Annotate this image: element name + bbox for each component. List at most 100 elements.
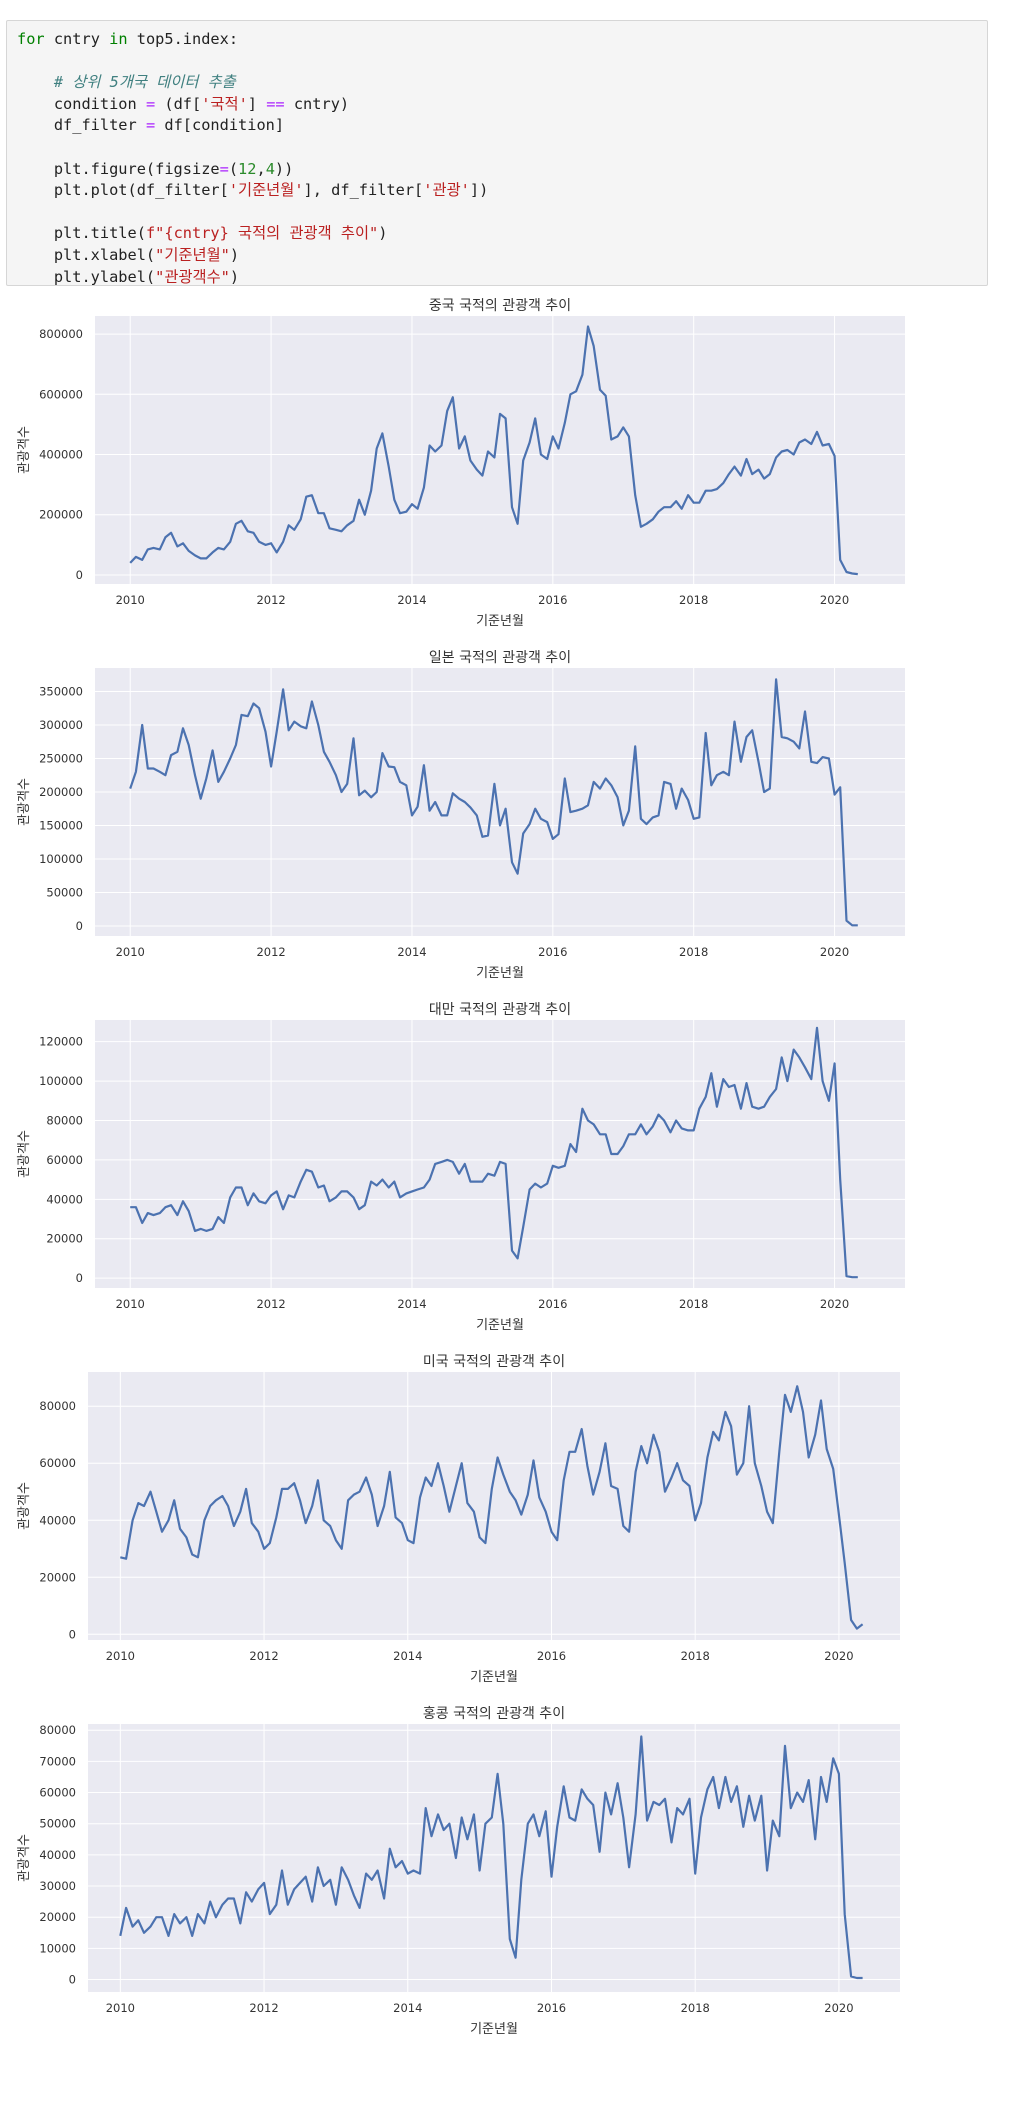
code-token: (df[: [155, 94, 202, 113]
plot-hongkong: 2010 2012 2014 2016 2018 2020 0 10000 20000 30000…: [0, 1704, 1019, 2064]
code-token: f"{cntry} 국적의 관광객 추이": [145, 224, 379, 243]
y-tick-label: 70000: [39, 1754, 76, 1768]
plot-area: [88, 1724, 900, 1992]
x-tick-label: 2010: [116, 945, 145, 959]
code-token: (: [228, 159, 239, 178]
code-token: plt.title(: [17, 224, 146, 243]
code-token: plt.xlabel(: [17, 245, 156, 264]
code-token: condition: [17, 94, 146, 113]
x-tick-label: 2014: [393, 1649, 422, 1663]
code-cell[interactable]: for cntry in top5.index: # 상위 5개국 데이터 추출…: [6, 20, 988, 286]
y-tick-label: 20000: [39, 1570, 76, 1584]
code-block[interactable]: for cntry in top5.index: # 상위 5개국 데이터 추출…: [7, 21, 987, 296]
code-token: ,: [256, 159, 266, 178]
plot-china: 2010 2012 2014 2016 2018 2020 0 200000 400000 600…: [0, 296, 1019, 656]
y-tick-label: 80000: [46, 1114, 83, 1128]
y-tick-label: 100000: [39, 852, 83, 866]
x-axis-label: 기준년월: [476, 1318, 524, 1333]
x-axis-label: 기준년월: [470, 2022, 518, 2037]
code-token: ): [378, 224, 388, 243]
chart-title: 일본 국적의 관광객 추이: [429, 650, 571, 666]
y-tick-label: 20000: [39, 1910, 76, 1924]
x-tick-label: 2020: [824, 1649, 853, 1663]
x-tick-label: 2010: [106, 1649, 135, 1663]
x-tick-label: 2018: [679, 945, 708, 959]
y-tick-label: 100000: [39, 1074, 83, 1088]
x-tick-label: 2020: [824, 2001, 853, 2015]
x-tick-label: 2016: [538, 945, 567, 959]
x-axis-label: 기준년월: [476, 966, 524, 981]
x-tick-label: 2014: [397, 1297, 426, 1311]
code-line: for cntry in top5.index:: [17, 30, 238, 48]
x-tick-label: 2020: [820, 945, 849, 959]
y-tick-label: 60000: [46, 1153, 83, 1167]
code-line: plt.xlabel("기준년월"): [17, 246, 239, 264]
code-token: df[condition]: [155, 116, 285, 135]
plot-area: [95, 668, 905, 936]
code-token: '기준년월': [228, 181, 304, 200]
code-token: cntry: [44, 30, 110, 48]
plot-usa: 2010 2012 2014 2016 2018 2020 0 20000 40000 60000…: [0, 1352, 1019, 1712]
y-tick-label: 600000: [39, 387, 83, 401]
code-token: cntry): [284, 94, 350, 113]
code-token: ], df_filter[: [303, 181, 424, 200]
y-tick-label: 800000: [39, 327, 83, 341]
code-token: ==: [266, 94, 285, 113]
code-line: condition = (df['국적'] == cntry): [17, 95, 349, 113]
y-tick-label: 300000: [39, 718, 83, 732]
chart-title: 홍콩 국적의 관광객 추이: [423, 1706, 565, 1722]
x-tick-label: 2010: [116, 1297, 145, 1311]
y-tick-label: 0: [76, 919, 83, 933]
plot-japan: 2010 2012 2014 2016 2018 2020 0 50000 100000 1500…: [0, 648, 1019, 1008]
y-tick-label: 350000: [39, 684, 83, 698]
chart-title: 미국 국적의 관광객 추이: [423, 1354, 565, 1370]
code-token: ): [229, 245, 240, 264]
y-tick-label: 0: [69, 1973, 76, 1987]
x-tick-label: 2012: [249, 1649, 278, 1663]
y-tick-label: 0: [76, 568, 83, 582]
code-line: plt.plot(df_filter['기준년월'], df_filter['관…: [17, 181, 488, 199]
x-tick-label: 2014: [393, 2001, 422, 2015]
chart-svg: 2010 2012 2014 2016 2018 2020 0 200000 400000 600…: [17, 298, 905, 629]
series-line: [129, 325, 858, 576]
x-tick-label: 2018: [681, 2001, 710, 2015]
code-token: =: [145, 94, 156, 113]
y-tick-label: 40000: [46, 1192, 83, 1206]
code-token: '국적': [201, 94, 248, 113]
code-line: # 상위 5개국 데이터 추출: [17, 73, 236, 91]
code-token: [17, 73, 54, 91]
series-line: [129, 678, 858, 927]
code-token: ): [229, 267, 240, 286]
y-tick-label: 60000: [39, 1786, 76, 1800]
x-tick-label: 2018: [679, 593, 708, 607]
series-line: [119, 1735, 863, 1980]
plot-taiwan: 2010 2012 2014 2016 2018 2020 0 20000 40000 60000…: [0, 1000, 1019, 1360]
y-tick-label: 250000: [39, 751, 83, 765]
x-axis-label: 기준년월: [476, 614, 524, 629]
y-tick-label: 40000: [39, 1848, 76, 1862]
code-token: "기준년월": [155, 245, 230, 264]
y-axis-label: 관광객수: [17, 778, 32, 826]
code-token: '관광': [423, 181, 470, 200]
y-tick-label: 50000: [39, 1817, 76, 1831]
y-tick-label: 0: [69, 1627, 76, 1641]
x-tick-label: 2010: [116, 593, 145, 607]
code-token: in: [109, 30, 128, 48]
code-token: =: [145, 116, 156, 135]
y-tick-label: 50000: [46, 885, 83, 899]
x-tick-label: 2020: [820, 1297, 849, 1311]
code-line: df_filter = df[condition]: [17, 116, 284, 134]
y-tick-label: 120000: [39, 1035, 83, 1049]
y-tick-label: 30000: [39, 1879, 76, 1893]
x-axis-label: 기준년월: [470, 1670, 518, 1685]
x-tick-label: 2014: [397, 593, 426, 607]
x-tick-label: 2014: [397, 945, 426, 959]
series-line: [130, 1026, 858, 1279]
x-tick-label: 2012: [256, 1297, 285, 1311]
x-tick-label: 2016: [538, 1297, 567, 1311]
code-token: )): [274, 159, 294, 178]
x-tick-label: 2020: [820, 593, 849, 607]
code-line: plt.ylabel("관광객수"): [17, 268, 239, 286]
code-token: 4: [265, 159, 275, 178]
y-axis-label: 관광객수: [17, 1130, 32, 1178]
